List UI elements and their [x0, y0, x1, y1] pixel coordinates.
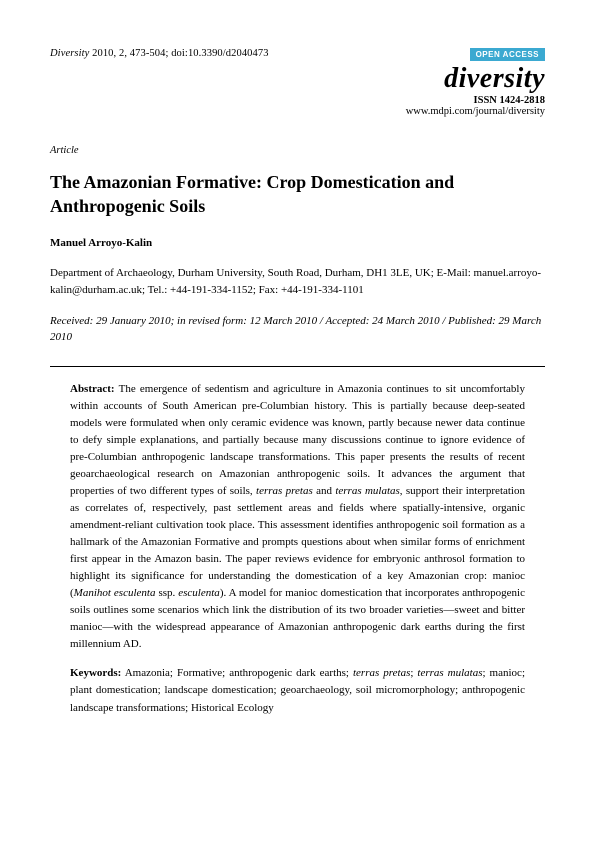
abstract-text: Abstract: The emergence of sedentism and… [70, 381, 525, 654]
abstract-ital3: Manihot esculenta [74, 587, 156, 599]
journal-ref-prefix: Diversity [50, 48, 89, 59]
journal-url: www.mdpi.com/journal/diversity [50, 106, 545, 117]
abstract-ital1: terras pretas [256, 485, 313, 497]
article-title: The Amazonian Formative: Crop Domesticat… [50, 170, 545, 219]
abstract-part4: ssp. [155, 587, 178, 599]
abstract-part3: , support their interpretation as correl… [70, 485, 525, 599]
author-name: Manuel Arroyo-Kalin [50, 237, 545, 249]
abstract-label: Abstract: [70, 383, 115, 395]
article-label: Article [50, 145, 545, 156]
keywords-text: Keywords: Amazonia; Formative; anthropog… [70, 665, 525, 716]
keywords-ital1: terras pretas [353, 667, 410, 679]
journal-block: diversity ISSN 1424-2818 www.mdpi.com/jo… [50, 63, 545, 117]
journal-name: diversity [50, 63, 545, 95]
journal-reference: Diversity 2010, 2, 473-504; doi:10.3390/… [50, 48, 269, 59]
abstract-ital4: esculenta [178, 587, 220, 599]
journal-ref-rest: 2010, 2, 473-504; doi:10.3390/d2040473 [89, 48, 268, 59]
abstract-container: Abstract: The emergence of sedentism and… [50, 381, 545, 717]
open-access-badge: OPEN ACCESS [470, 48, 545, 61]
abstract-ital2: terras mulatas [335, 485, 399, 497]
keywords-part1: Amazonia; Formative; anthropogenic dark … [121, 667, 353, 679]
abstract-part1: The emergence of sedentism and agricultu… [70, 383, 525, 497]
divider [50, 366, 545, 367]
keywords-ital2: terras mulatas [417, 667, 482, 679]
abstract-part2: and [313, 485, 336, 497]
issn: ISSN 1424-2818 [50, 95, 545, 106]
publication-dates: Received: 29 January 2010; in revised fo… [50, 313, 545, 346]
keywords-label: Keywords: [70, 667, 121, 679]
affiliation: Department of Archaeology, Durham Univer… [50, 265, 545, 299]
header-row: Diversity 2010, 2, 473-504; doi:10.3390/… [50, 48, 545, 61]
